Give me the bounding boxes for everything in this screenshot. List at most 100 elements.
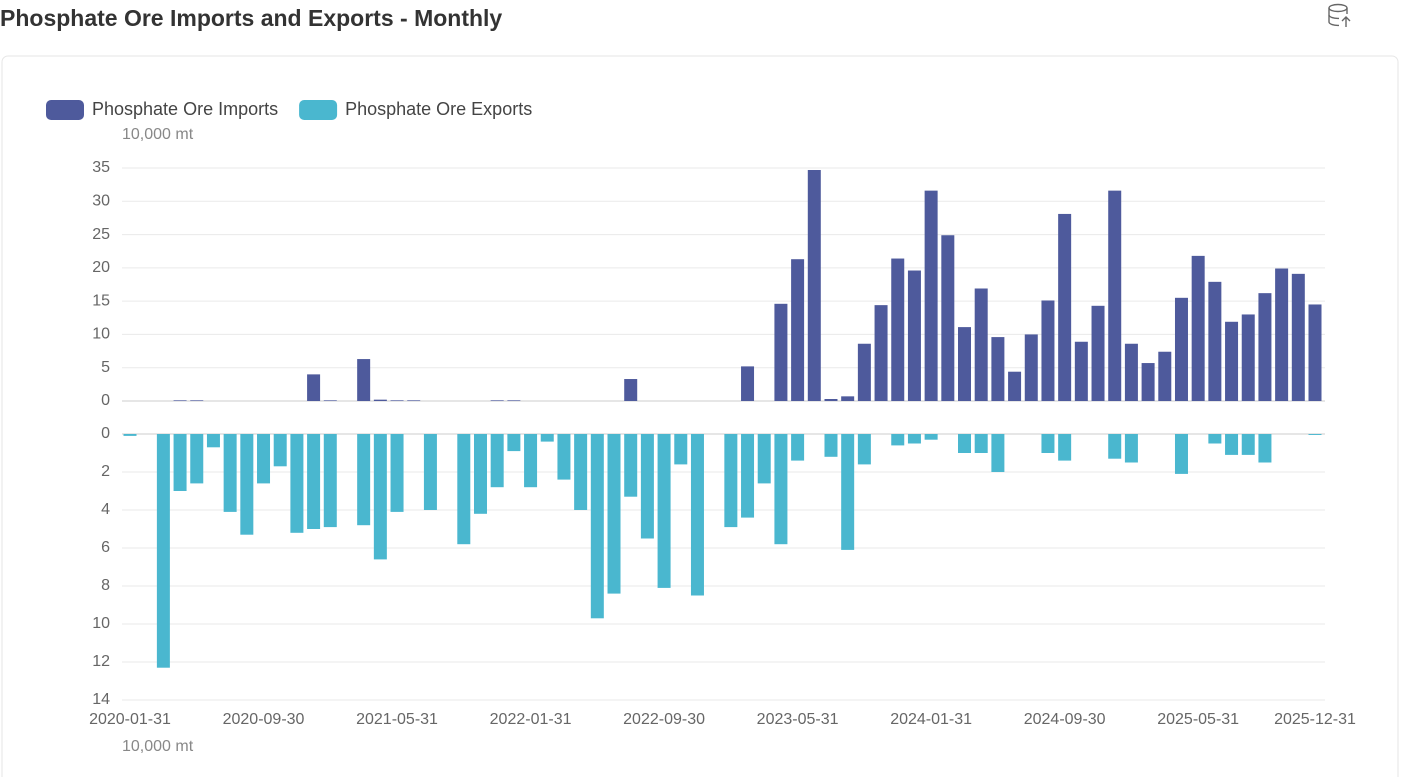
bar [557, 434, 571, 480]
x-tick-label: 2022-01-31 [490, 711, 572, 728]
bar [323, 400, 337, 401]
bar [1141, 363, 1155, 401]
bar [307, 434, 321, 529]
bar [907, 270, 921, 401]
bar [1308, 434, 1322, 435]
bar [1275, 268, 1289, 401]
bar [1191, 255, 1205, 401]
bar [757, 434, 771, 484]
bar [1108, 434, 1122, 459]
bar [473, 434, 487, 514]
y2-tick-label: 8 [101, 577, 110, 594]
x-tick-label: 2024-01-31 [890, 711, 972, 728]
bar [273, 434, 287, 467]
bar [1225, 321, 1239, 401]
chart-title: Phosphate Ore Imports and Exports - Mont… [0, 5, 502, 31]
bar [824, 399, 838, 401]
bar [924, 434, 938, 440]
y-tick-label: 20 [92, 259, 110, 276]
bar [190, 400, 204, 401]
bar [357, 359, 371, 401]
bar [1041, 434, 1055, 453]
bar [974, 434, 988, 453]
bar [857, 434, 871, 465]
legend-label: Phosphate Ore Imports [92, 99, 278, 119]
x-tick-label: 2022-09-30 [623, 711, 705, 728]
bar [373, 399, 387, 401]
bar [1225, 434, 1239, 455]
bar [490, 400, 504, 401]
bar [323, 434, 337, 528]
bar [807, 169, 821, 401]
bar [524, 434, 538, 488]
bar [657, 434, 671, 588]
y-tick-label: 35 [92, 159, 110, 176]
export-icon[interactable] [1328, 3, 1351, 28]
bar [173, 400, 187, 401]
bar [958, 327, 972, 401]
y-tick-label: 10 [92, 326, 110, 343]
bar [240, 434, 254, 535]
bar [907, 434, 921, 444]
bar [1108, 190, 1122, 401]
bar [173, 434, 187, 491]
bar [223, 434, 237, 512]
bar [1091, 305, 1105, 401]
bar [774, 434, 788, 545]
y-tick-label: 0 [101, 392, 110, 409]
bar [123, 434, 137, 436]
bar [1208, 281, 1222, 401]
y2-tick-label: 6 [101, 539, 110, 556]
bar [390, 400, 404, 401]
bar [1241, 434, 1255, 455]
bar [640, 434, 654, 539]
x-tick-label: 2020-01-31 [89, 711, 171, 728]
bar [674, 434, 688, 465]
y2-unit: 10,000 mt [122, 738, 194, 755]
bar [490, 434, 504, 488]
bar [407, 400, 421, 401]
bar [1074, 341, 1088, 401]
bar [540, 434, 554, 442]
bar [1241, 314, 1255, 401]
bar [1258, 434, 1272, 463]
bar [941, 235, 955, 401]
bar [841, 434, 855, 550]
y2-tick-label: 12 [92, 653, 110, 670]
bar [574, 434, 588, 510]
bar [1208, 434, 1222, 444]
bar [791, 259, 805, 401]
bar [891, 434, 905, 446]
bar [624, 434, 638, 497]
bar [824, 434, 838, 457]
legend-label: Phosphate Ore Exports [345, 99, 532, 119]
x-tick-label: 2025-12-31 [1274, 711, 1356, 728]
bar [741, 366, 755, 401]
bar [624, 379, 638, 401]
bar [1174, 297, 1188, 401]
bar [507, 400, 521, 401]
bar [1291, 273, 1305, 401]
bar [1308, 304, 1322, 401]
card [1, 55, 1399, 777]
bar [1058, 213, 1072, 401]
bar [724, 434, 738, 528]
bar [1124, 434, 1138, 463]
y2-tick-label: 14 [92, 691, 110, 708]
bar [1041, 300, 1055, 401]
x-tick-label: 2024-09-30 [1024, 711, 1106, 728]
bar [457, 434, 471, 545]
bar [1158, 351, 1172, 401]
bar [190, 434, 204, 484]
bar [1024, 334, 1038, 401]
y2-tick-label: 2 [101, 463, 110, 480]
bar [1058, 434, 1072, 461]
bar [924, 190, 938, 401]
bar [974, 288, 988, 401]
y-tick-label: 5 [101, 359, 110, 376]
y2-tick-label: 10 [92, 615, 110, 632]
y-tick-label: 25 [92, 226, 110, 243]
bar [390, 434, 404, 512]
